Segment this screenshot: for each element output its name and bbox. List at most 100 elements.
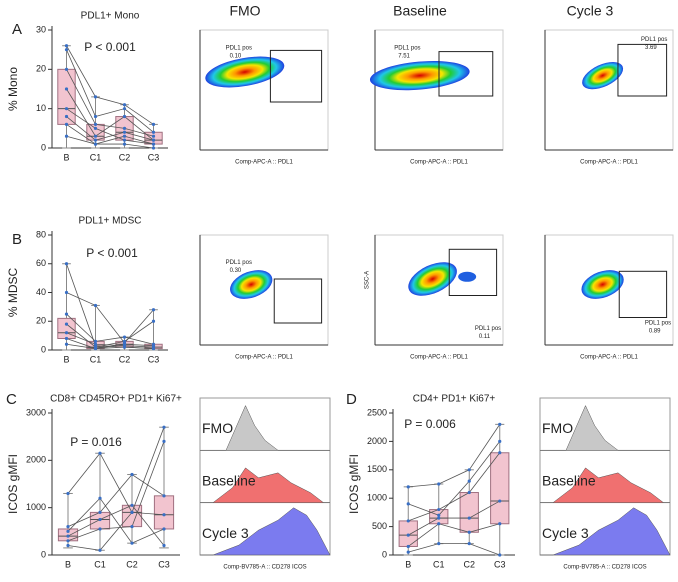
- x-axis-label: Comp-BV785-A :: CD278 ICOS: [563, 565, 646, 571]
- patient-point: [66, 529, 70, 533]
- patient-point: [64, 312, 69, 316]
- annotation: P = 0.016: [70, 435, 122, 449]
- y-axis-label: ICOS gMFI: [347, 454, 361, 514]
- y-tick-label: 10: [36, 103, 46, 113]
- patient-point: [498, 522, 502, 526]
- patient-point: [64, 107, 69, 111]
- patient-point: [93, 342, 98, 346]
- patient-line: [67, 441, 165, 542]
- column-header: Cycle 3: [567, 3, 614, 19]
- y-tick-label: 2000: [367, 436, 387, 446]
- patient-line: [408, 500, 500, 536]
- patient-point: [64, 336, 69, 341]
- patient-point: [93, 122, 98, 126]
- patient-point: [437, 542, 441, 546]
- patient-point: [151, 308, 156, 312]
- y-tick-label: 60: [36, 258, 46, 268]
- patient-point: [151, 138, 156, 142]
- patient-line: [66, 108, 154, 145]
- gate: [438, 51, 494, 97]
- gate: [617, 43, 668, 97]
- histogram: [200, 507, 331, 556]
- gate: [448, 248, 498, 297]
- patient-point: [98, 496, 102, 500]
- histogram-label: FMO: [202, 420, 233, 436]
- cell-population: [205, 56, 285, 88]
- patient-point: [406, 533, 410, 537]
- patient-point: [151, 344, 156, 348]
- y-tick-label: 1000: [26, 502, 46, 512]
- x-tick-label: C2: [463, 559, 475, 569]
- patient-point: [498, 499, 502, 503]
- patient-point: [93, 138, 98, 142]
- gate-value: 3.69: [645, 45, 657, 51]
- patient-point: [93, 134, 98, 138]
- patient-line: [67, 504, 165, 546]
- chart-title: CD4+ PD1+ Ki67+: [413, 394, 496, 405]
- patient-line: [66, 338, 154, 349]
- patient-point: [151, 122, 156, 126]
- patient-point: [93, 114, 98, 119]
- histogram-label: Baseline: [202, 472, 256, 488]
- patient-point: [151, 346, 156, 351]
- patient-point: [98, 527, 102, 531]
- histogram-label: Baseline: [542, 472, 596, 488]
- patient-point: [122, 335, 127, 339]
- patient-point: [130, 472, 134, 477]
- patient-line: [408, 441, 501, 516]
- patient-point: [467, 542, 471, 546]
- histogram: [200, 467, 330, 503]
- patient-point: [122, 130, 127, 134]
- x-axis-label: Comp-APC-A :: PDL1: [235, 355, 293, 361]
- histogram: [540, 404, 670, 451]
- y-tick-label: 2000: [26, 455, 46, 465]
- patient-point: [130, 541, 134, 545]
- patient-point: [162, 425, 166, 429]
- cell-population: [230, 270, 273, 299]
- patient-point: [122, 114, 127, 119]
- patient-point: [98, 451, 102, 455]
- gate-value: 0.11: [479, 334, 491, 340]
- histogram-label: Cycle 3: [542, 525, 589, 541]
- y-tick-label: 0: [41, 549, 46, 559]
- patient-point: [122, 103, 127, 107]
- x-tick-label: C1: [90, 152, 102, 162]
- histogram: [540, 467, 670, 503]
- patient-point: [406, 485, 410, 489]
- y-tick-label: 30: [36, 24, 46, 34]
- patient-point: [151, 142, 156, 146]
- patient-point: [66, 534, 70, 538]
- patient-line: [408, 424, 501, 488]
- patient-point: [151, 319, 156, 323]
- gate: [618, 270, 668, 318]
- patient-point: [406, 502, 410, 506]
- gate-value: 7.51: [398, 54, 410, 60]
- chart-title: CD8+ CD45RO+ PD1+ Ki67+: [50, 394, 182, 405]
- patient-point: [130, 510, 134, 514]
- patient-line: [408, 452, 501, 522]
- patient-point: [64, 114, 69, 119]
- cell-population: [369, 60, 470, 91]
- annotation: P < 0.001: [86, 246, 138, 260]
- x-tick-label: B: [65, 559, 71, 569]
- patient-line: [408, 523, 500, 547]
- y-tick-label: 1500: [367, 464, 387, 474]
- histogram-label: FMO: [542, 420, 573, 436]
- box: [490, 452, 510, 525]
- cell-population: [582, 61, 624, 90]
- patient-point: [122, 342, 127, 346]
- patient-point: [122, 339, 127, 343]
- y-axis-label: ICOS gMFI: [6, 454, 20, 514]
- x-tick-label: C2: [119, 354, 131, 364]
- panel-letter: A: [12, 21, 22, 38]
- x-tick-label: C1: [433, 559, 445, 569]
- gate-label: PDL1 pos: [226, 260, 252, 266]
- gate-label: PDL1 pos: [645, 321, 671, 327]
- box: [153, 495, 175, 530]
- histogram: [540, 507, 671, 556]
- chart-title: PDL1+ MDSC: [78, 216, 141, 227]
- patient-point: [64, 342, 69, 346]
- patient-point: [64, 48, 69, 52]
- patient-line: [66, 124, 154, 145]
- gate-label: PDL1 pos: [226, 46, 252, 52]
